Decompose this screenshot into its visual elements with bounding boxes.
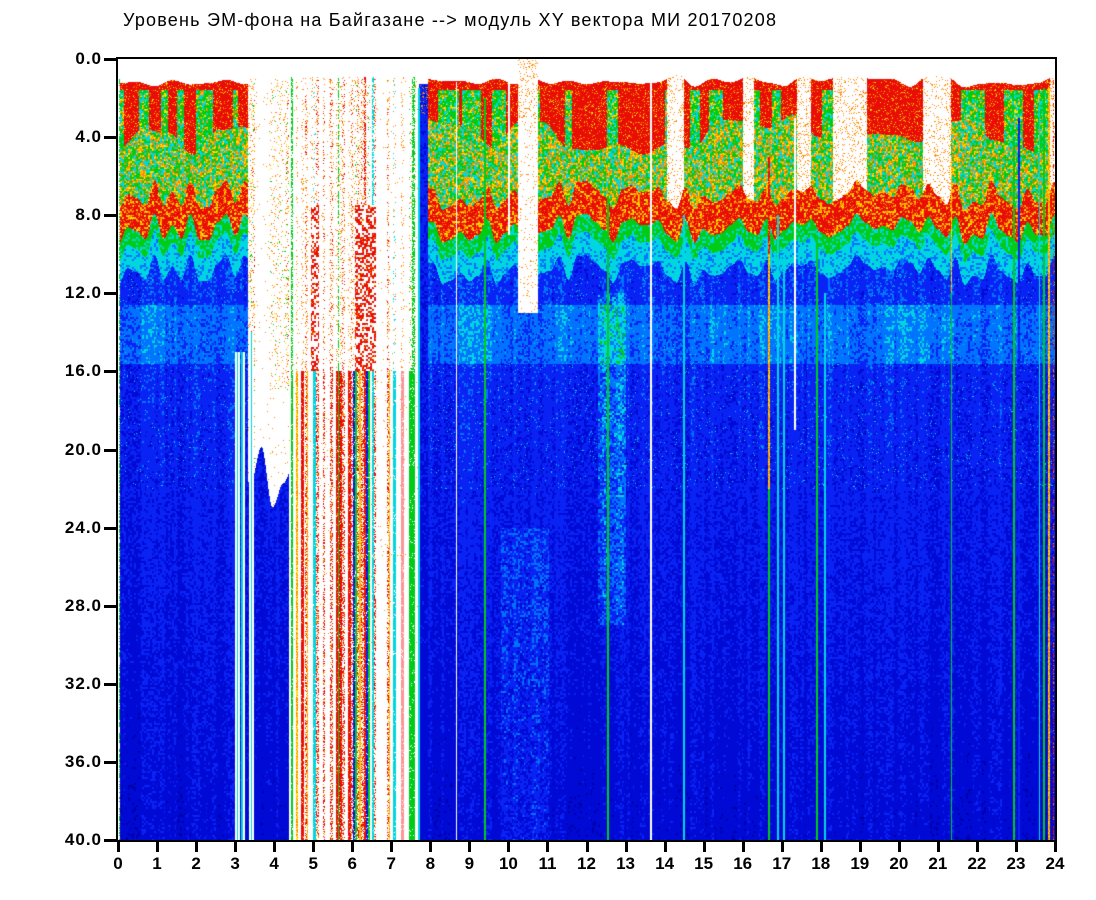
y-tick-mark (104, 604, 116, 608)
x-tick-label: 0 (113, 854, 123, 873)
y-tick-mark (104, 136, 116, 140)
y-tick-label: 28.0 (64, 595, 102, 615)
y-tick-mark (104, 370, 116, 374)
y-tick-label: 8.0 (75, 205, 102, 225)
y-tick-label: 36.0 (64, 751, 102, 771)
x-tick-mark (1054, 842, 1057, 852)
x-tick-label: 12 (577, 854, 596, 873)
x-tick-label: 21 (928, 854, 948, 873)
x-tick-mark (390, 842, 394, 852)
y-tick-mark (104, 448, 116, 452)
x-tick-mark (546, 842, 550, 852)
y-tick-mark (104, 760, 116, 764)
y-tick-label: 16.0 (64, 361, 102, 381)
x-tick-label: 6 (347, 854, 357, 873)
y-tick-mark (104, 214, 116, 218)
x-tick-mark (780, 842, 784, 852)
y-tick-label: 20.0 (64, 439, 102, 459)
x-tick-label: 5 (308, 854, 318, 873)
x-tick-mark (312, 842, 316, 852)
plot-area (116, 57, 1057, 842)
x-tick-label: 10 (498, 854, 518, 873)
x-tick-label: 22 (967, 854, 987, 873)
x-tick-label: 4 (269, 854, 279, 873)
x-tick-mark (273, 842, 277, 852)
x-tick-mark (351, 842, 355, 852)
x-tick-mark (117, 842, 120, 852)
y-tick-mark (104, 526, 116, 530)
x-tick-label: 13 (616, 854, 635, 873)
x-tick-mark (975, 842, 979, 852)
x-tick-mark (585, 842, 589, 852)
y-tick-label: 0.0 (75, 49, 102, 68)
x-tick-label: 3 (230, 854, 240, 873)
chart-title: Уровень ЭМ-фона на Байгазане --> модуль … (123, 10, 778, 30)
x-tick-label: 19 (850, 854, 870, 873)
x-tick-label: 20 (889, 854, 909, 873)
x-tick-label: 9 (464, 854, 475, 873)
y-tick-label: 12.0 (64, 283, 102, 303)
x-tick-label: 15 (694, 854, 714, 873)
x-tick-label: 8 (425, 854, 436, 873)
x-tick-label: 1 (152, 854, 162, 873)
spectrogram-canvas (118, 59, 1055, 840)
x-tick-mark (936, 842, 940, 852)
x-tick-mark (819, 842, 823, 852)
x-tick-mark (195, 842, 199, 852)
x-tick-mark (897, 842, 901, 852)
x-tick-label: 14 (655, 854, 675, 873)
x-tick-mark (234, 842, 238, 852)
y-tick-label: 40.0 (64, 830, 102, 849)
x-tick-label: 17 (772, 854, 792, 873)
y-tick-mark (104, 58, 116, 61)
x-tick-label: 16 (733, 854, 753, 873)
x-tick-mark (741, 842, 745, 852)
x-tick-mark (429, 842, 433, 852)
x-tick-mark (507, 842, 511, 852)
y-tick-label: 4.0 (75, 127, 102, 147)
x-tick-mark (858, 842, 862, 852)
x-tick-mark (468, 842, 472, 852)
y-tick-mark (104, 292, 116, 296)
y-tick-mark (104, 682, 116, 686)
x-tick-mark (663, 842, 667, 852)
x-tick-mark (156, 842, 160, 852)
y-tick-label: 24.0 (64, 517, 102, 537)
x-tick-label: 11 (538, 854, 557, 873)
y-tick-label: 32.0 (64, 673, 102, 693)
x-tick-mark (1014, 842, 1018, 852)
x-tick-label: 18 (811, 854, 831, 873)
x-tick-mark (702, 842, 706, 852)
x-tick-label: 2 (191, 854, 201, 873)
x-tick-label: 7 (386, 854, 397, 873)
x-tick-label: 24 (1045, 854, 1065, 873)
y-tick-mark (104, 839, 116, 842)
x-tick-label: 23 (1006, 854, 1026, 873)
x-tick-mark (624, 842, 628, 852)
